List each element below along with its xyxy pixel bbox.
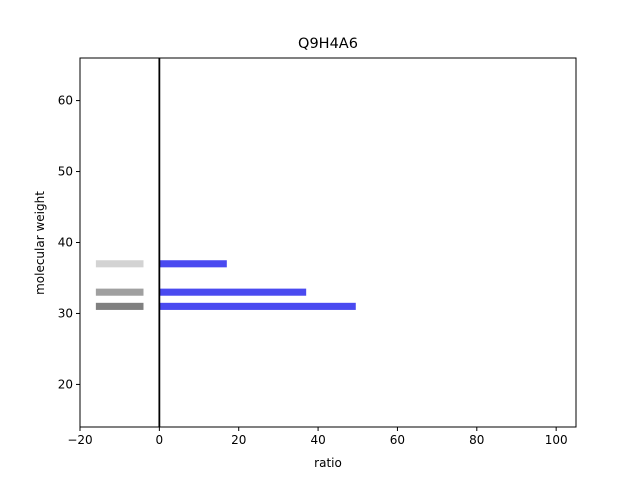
y-axis-label: molecular weight [33, 191, 47, 295]
ratio-bar [159, 260, 227, 268]
ratio-bar [159, 302, 356, 310]
x-axis-label: ratio [314, 456, 342, 470]
marker-bar [95, 260, 144, 268]
plot-area-frame [79, 57, 577, 428]
y-axis-ticks: 20 30 40 50 60 [58, 94, 80, 391]
x-tick-label: 60 [390, 433, 405, 447]
y-tick-label: 60 [58, 94, 73, 108]
chart-title: Q9H4A6 [298, 36, 358, 52]
ratio-bar [159, 288, 307, 296]
x-axis-ticks: −20 0 20 40 60 80 100 [67, 427, 568, 447]
marker-bar [95, 288, 144, 296]
x-tick-label: −20 [67, 433, 92, 447]
x-tick-label: 100 [545, 433, 568, 447]
y-tick-label: 40 [58, 236, 73, 250]
bars-layer [95, 260, 356, 310]
marker-bar [95, 302, 144, 310]
x-tick-label: 80 [469, 433, 484, 447]
y-tick-label: 50 [58, 165, 73, 179]
y-tick-label: 30 [58, 306, 73, 320]
x-tick-label: 40 [310, 433, 325, 447]
x-tick-label: 0 [156, 433, 164, 447]
x-tick-label: 20 [231, 433, 246, 447]
y-tick-label: 20 [58, 377, 73, 391]
